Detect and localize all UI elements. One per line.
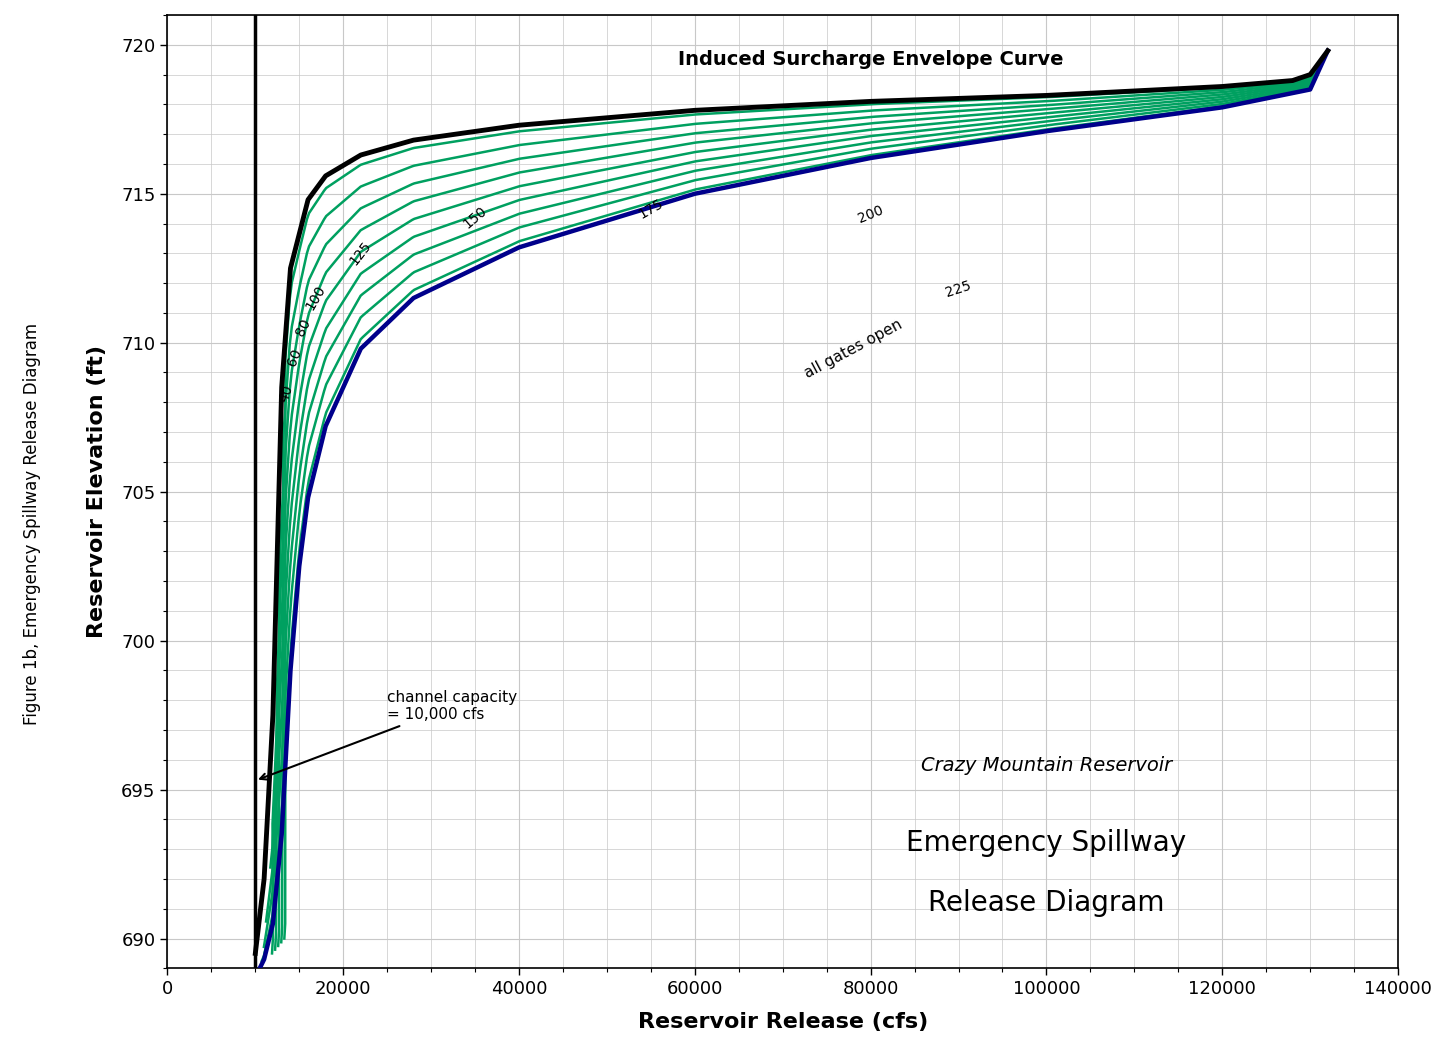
Text: channel capacity
= 10,000 cfs: channel capacity = 10,000 cfs	[260, 690, 517, 780]
Text: 40: 40	[276, 383, 295, 404]
Text: 80: 80	[294, 317, 314, 339]
Text: all gates open: all gates open	[802, 316, 904, 381]
Text: 150: 150	[460, 204, 489, 231]
X-axis label: Reservoir Release (cfs): Reservoir Release (cfs)	[638, 1012, 928, 1032]
Text: 60: 60	[285, 347, 305, 369]
Text: Emergency Spillway: Emergency Spillway	[906, 829, 1187, 857]
Text: 125: 125	[347, 239, 375, 268]
Text: 175: 175	[637, 196, 666, 221]
Text: 100: 100	[302, 283, 328, 313]
Text: Figure 1b, Emergency Spillway Release Diagram: Figure 1b, Emergency Spillway Release Di…	[23, 322, 41, 725]
Text: Release Diagram: Release Diagram	[928, 889, 1165, 917]
Text: 225: 225	[943, 279, 974, 299]
Text: 200: 200	[855, 203, 886, 226]
Y-axis label: Reservoir Elevation (ft): Reservoir Elevation (ft)	[87, 346, 107, 639]
Text: Induced Surcharge Envelope Curve: Induced Surcharge Envelope Curve	[677, 50, 1064, 69]
Text: Crazy Mountain Reservoir: Crazy Mountain Reservoir	[920, 756, 1172, 775]
